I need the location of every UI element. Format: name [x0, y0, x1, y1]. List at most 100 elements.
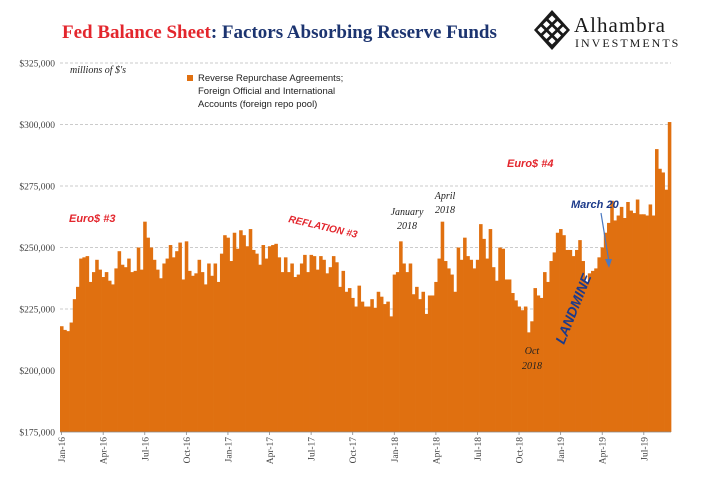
bar: [379, 296, 384, 432]
bar: [351, 297, 355, 432]
bar: [111, 284, 115, 432]
bar: [104, 272, 109, 432]
bar: [75, 286, 80, 432]
bar: [507, 279, 512, 432]
bar: [101, 277, 106, 432]
bar: [219, 253, 224, 432]
bar: [107, 280, 112, 432]
bar: [322, 259, 326, 432]
bar: [303, 254, 307, 432]
bar: [130, 272, 134, 432]
bar: [645, 215, 649, 432]
y-tick-label: $275,000: [19, 182, 55, 193]
bar: [498, 247, 502, 432]
bar-series: [60, 122, 672, 432]
x-axis-ticks: Jan-16 Apr-16 Jul-16 Oct-16 Jan-17 Apr-17 Jul-…: [58, 432, 650, 464]
bar: [533, 288, 537, 432]
bar: [245, 246, 250, 432]
bar: [594, 268, 598, 432]
bar: [197, 259, 202, 432]
bar: [277, 257, 282, 432]
bar: [267, 246, 272, 432]
bar: [60, 326, 64, 432]
bar: [658, 168, 662, 432]
x-tick-label: Apr-17: [266, 437, 276, 464]
bar: [651, 215, 656, 432]
bar: [402, 263, 406, 432]
bar: [639, 214, 643, 432]
annotation-apr2018-line1: April: [434, 191, 456, 202]
bar: [418, 299, 422, 432]
bar: [629, 210, 633, 432]
bar: [552, 252, 557, 432]
bar: [421, 291, 426, 432]
chart-title: Fed Balance Sheet: Factors Absorbing Res…: [62, 22, 497, 44]
bar: [661, 172, 665, 432]
unit-note: millions of $'s: [70, 65, 126, 76]
bar: [527, 332, 531, 432]
alhambra-logo: Alhambra INVESTMENTS: [534, 8, 699, 52]
title-separator: :: [210, 22, 222, 43]
bar: [613, 220, 617, 432]
x-tick-label: Jul-16: [141, 437, 151, 461]
bar: [562, 235, 566, 432]
bar: [251, 249, 256, 432]
bar: [146, 237, 150, 432]
bar: [485, 258, 490, 432]
bar: [571, 256, 576, 432]
bar: [376, 291, 381, 432]
bar: [453, 291, 458, 432]
bar: [610, 200, 614, 432]
bar: [293, 277, 298, 432]
bar: [603, 232, 608, 432]
bar: [354, 306, 358, 432]
bar: [271, 245, 275, 432]
bar: [283, 257, 288, 432]
bar: [373, 307, 378, 432]
x-tick-label: Jan-19: [557, 437, 567, 463]
bar: [91, 272, 96, 432]
bar: [411, 294, 416, 432]
bar: [63, 329, 67, 432]
logo-name: Alhambra: [574, 13, 666, 37]
bar: [514, 300, 518, 432]
bar: [187, 270, 192, 432]
bar: [191, 275, 195, 432]
bar: [626, 201, 630, 432]
bar: [159, 278, 163, 432]
bar: [491, 267, 496, 432]
bar: [306, 272, 310, 432]
bar: [565, 249, 569, 432]
y-tick-label: $250,000: [19, 243, 55, 254]
bar: [616, 215, 621, 432]
bar: [488, 229, 493, 432]
bar: [136, 247, 141, 432]
y-tick-label: $300,000: [19, 120, 55, 131]
bar: [600, 247, 605, 432]
bar: [456, 247, 461, 432]
x-tick-label: Oct-18: [516, 437, 526, 464]
bar: [504, 279, 509, 432]
y-tick-label: $200,000: [19, 366, 55, 377]
bar: [287, 272, 291, 432]
bar: [229, 261, 234, 432]
y-tick-label: $225,000: [19, 305, 55, 316]
bar: [178, 242, 182, 432]
bar: [523, 306, 528, 432]
bar: [664, 189, 669, 432]
bar: [312, 256, 317, 432]
legend-line-1: Reverse Repurchase Agreements;: [198, 73, 343, 84]
x-tick-label: Jul-17: [308, 437, 318, 461]
bar: [559, 229, 563, 432]
legend-line-3: Accounts (foreign repo pool): [198, 99, 317, 110]
bar: [207, 263, 211, 432]
bar: [210, 275, 214, 432]
bar: [344, 291, 349, 432]
y-tick-label: $325,000: [19, 59, 55, 70]
y-tick-label: $175,000: [19, 428, 55, 439]
bar: [370, 299, 374, 432]
legend: Reverse Repurchase Agreements; Foreign O…: [187, 73, 343, 110]
bar: [642, 214, 646, 432]
bar: [415, 286, 419, 432]
